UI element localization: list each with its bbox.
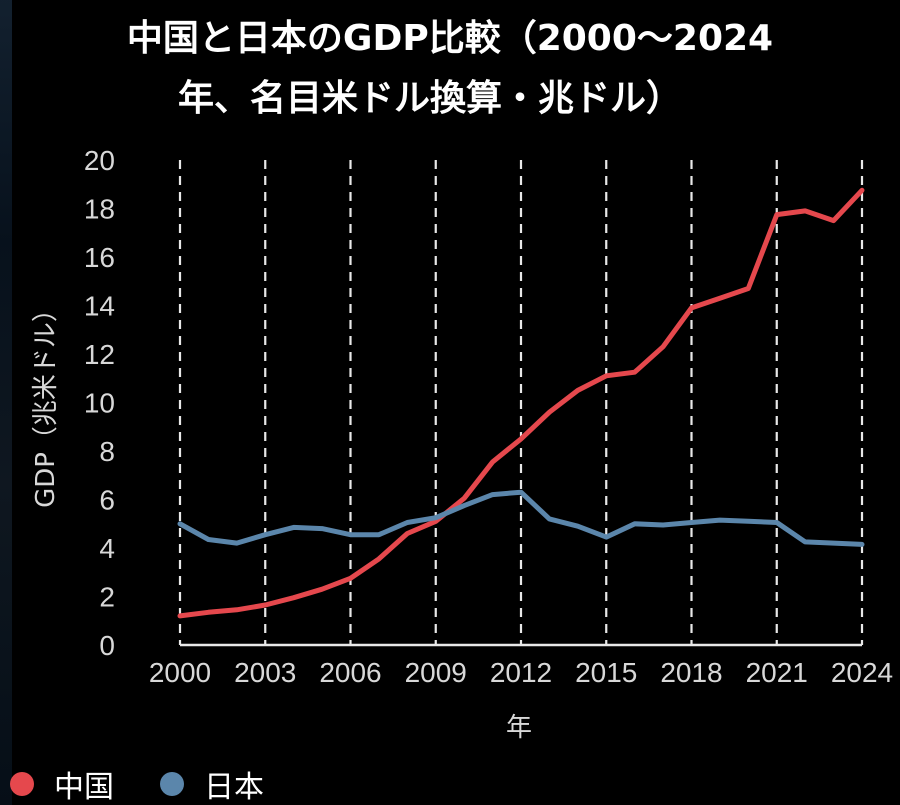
x-tick-label-2024: 2024 [831, 657, 893, 688]
series-lines [177, 187, 865, 619]
legend-japan-label: 日本 [204, 770, 264, 805]
grid [178, 160, 864, 645]
legend-item-japan: 日本 [160, 762, 264, 805]
chart-title-line-1: 中国と日本のGDP比較（2000〜2024 [126, 18, 774, 59]
x-tick-label-2012: 2012 [490, 657, 552, 688]
tick-labels: 0 2 4 6 8 10 12 14 16 18 20 2000 2003 2006 2009 2012 201… [84, 145, 893, 688]
y-tick-label-10: 10 [84, 388, 115, 419]
series-line-china [177, 187, 865, 619]
legend-china-dot-icon [10, 772, 34, 796]
legend-item-china: 中国 [10, 762, 114, 805]
legend: 中国 日本 [10, 762, 310, 805]
x-axis-title: 年 [506, 713, 532, 743]
left-edge-strip [0, 0, 12, 805]
y-tick-label-2: 2 [99, 582, 115, 613]
series-line-japan [177, 489, 865, 547]
y-tick-label-12: 12 [84, 339, 115, 370]
y-tick-label-8: 8 [99, 436, 115, 467]
y-tick-label-20: 20 [84, 145, 115, 176]
legend-china-label: 中国 [54, 770, 114, 805]
x-tick-label-2006: 2006 [319, 657, 381, 688]
y-tick-label-18: 18 [84, 194, 115, 225]
x-tick-label-2000: 2000 [149, 657, 211, 688]
x-tick-label-2021: 2021 [746, 657, 808, 688]
y-tick-label-6: 6 [99, 485, 115, 516]
y-axis-title: GDP（兆米ドル） [31, 296, 61, 508]
x-tick-label-2018: 2018 [660, 657, 722, 688]
y-tick-label-16: 16 [84, 242, 115, 273]
chart-title-line-2: 年、名目米ドル換算・兆ドル） [177, 78, 682, 119]
x-tick-label-2009: 2009 [405, 657, 467, 688]
y-tick-label-4: 4 [99, 533, 115, 564]
x-tick-label-2015: 2015 [575, 657, 637, 688]
x-tick-label-2003: 2003 [234, 657, 296, 688]
legend-japan-dot-icon [160, 772, 184, 796]
y-tick-label-14: 14 [84, 291, 115, 322]
y-tick-label-0: 0 [99, 630, 115, 661]
